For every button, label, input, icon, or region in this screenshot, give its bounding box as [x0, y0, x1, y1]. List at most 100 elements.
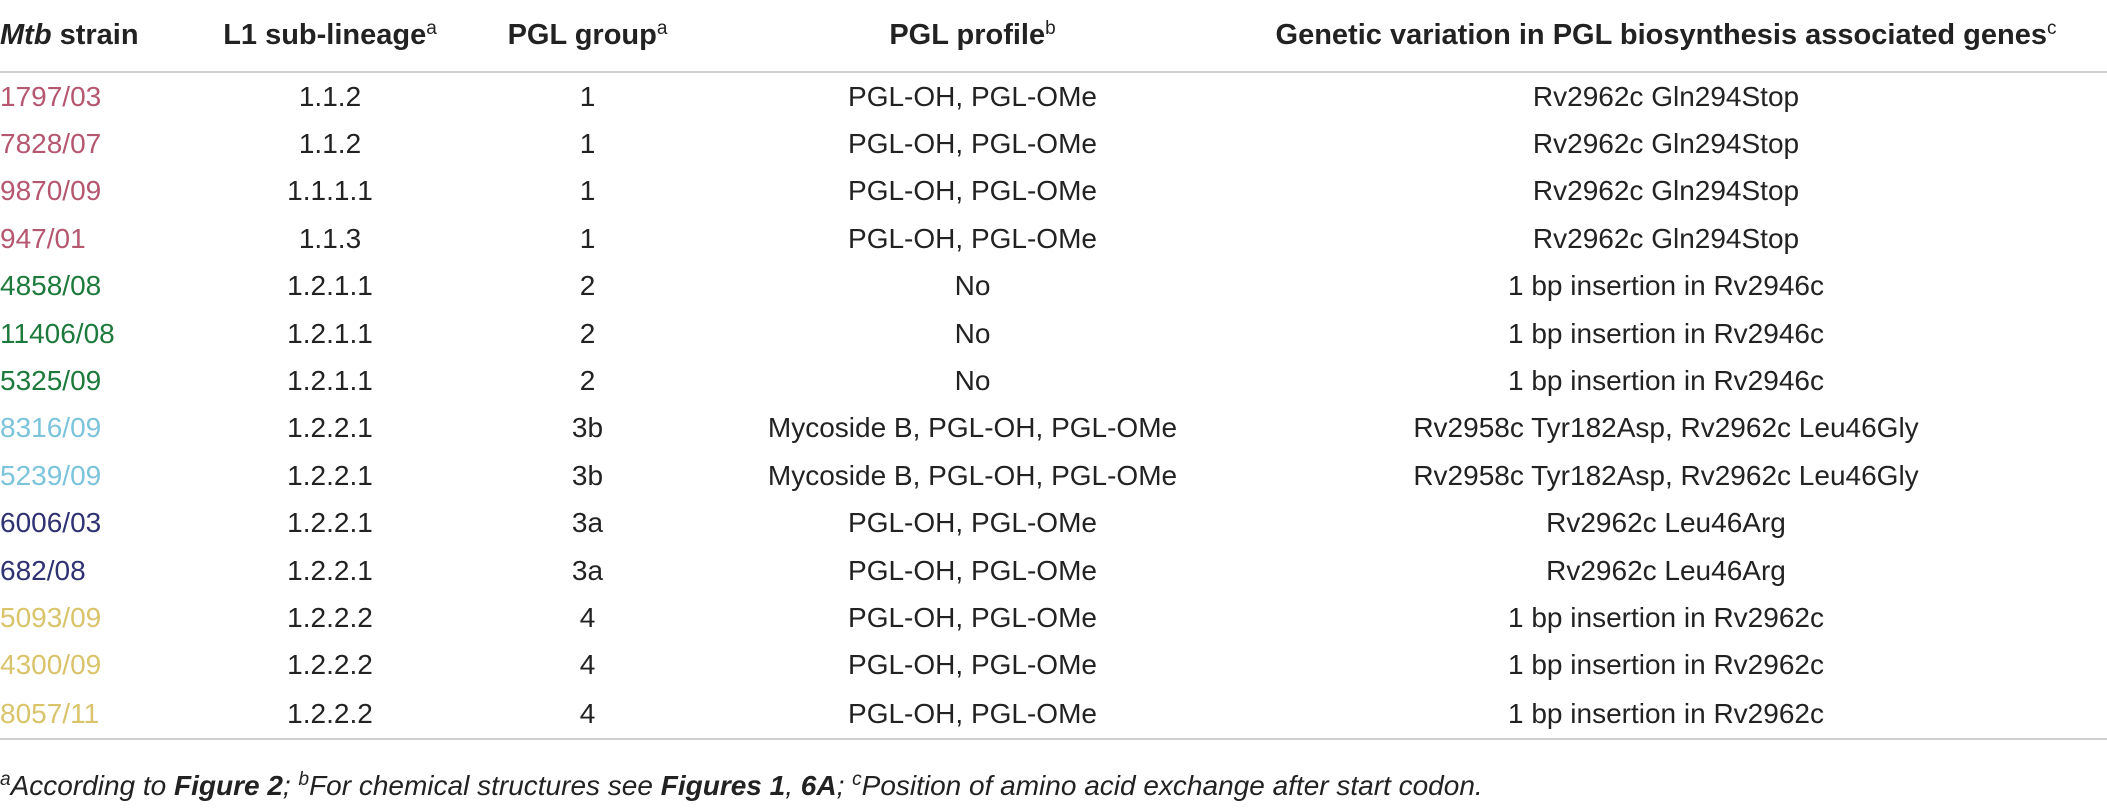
cell-genetic-variation: 1 bp insertion in Rv2946c [1508, 270, 1824, 302]
cell-pgl-profile: No [954, 365, 991, 397]
cell-pgl-group: 2 [579, 270, 596, 302]
cell-pgl-profile: No [954, 270, 991, 302]
cell-genetic-variation: Rv2958c Tyr182Asp, Rv2962c Leu46Gly [1413, 459, 1919, 491]
footnote-b-separator: , [785, 770, 801, 801]
table-row: 5093/09 1.2.2.2 4 PGL-OH, PGL-OMe 1 bp inser… [0, 594, 2107, 641]
table-row: 682/08 1.2.2.1 3a PGL-OH, PGL-OMe Rv2962c Le… [0, 547, 2107, 594]
cell-strain: 4300/09 [0, 649, 102, 681]
cell-pgl-group: 1 [579, 175, 596, 207]
cell-pgl-group: 3a [571, 507, 604, 539]
cell-pgl-profile: No [954, 317, 991, 349]
header-group-label: PGL group [507, 19, 657, 51]
header-l1-sublineage: L1 sub-lineagea [205, 0, 455, 73]
footnote-c-text: Position of amino acid exchange after st… [861, 770, 1483, 801]
cell-sublineage: 1.1.3 [298, 222, 362, 254]
table-row: 11406/08 1.2.1.1 2 No 1 bp insertion in Rv29… [0, 310, 2107, 357]
cell-pgl-profile: Mycoside B, PGL-OH, PGL-OMe [767, 412, 1178, 444]
cell-genetic-variation: 1 bp insertion in Rv2946c [1508, 317, 1824, 349]
cell-pgl-profile: Mycoside B, PGL-OH, PGL-OMe [767, 459, 1178, 491]
header-row: Mtb strain L1 sub-lineagea PGL groupa PG… [0, 0, 2107, 73]
table-row: 1797/03 1.1.2 1 PGL-OH, PGL-OMe Rv2962c Gln2… [0, 72, 2107, 120]
pgl-table-container: Mtb strain L1 sub-lineagea PGL groupa PG… [0, 0, 2107, 741]
cell-pgl-group: 4 [455, 689, 720, 741]
header-genetic-variation: Genetic variation in PGL biosynthesis as… [1225, 0, 2107, 73]
cell-pgl-profile: PGL-OH, PGL-OMe [848, 175, 1097, 207]
cell-pgl-profile: PGL-OH, PGL-OMe [848, 507, 1097, 539]
cell-genetic-variation: 1 bp insertion in Rv2962c [1508, 601, 1824, 633]
cell-pgl-profile: PGL-OH, PGL-OMe [720, 689, 1225, 741]
cell-pgl-group: 1 [579, 222, 596, 254]
cell-pgl-group: 1 [579, 80, 596, 112]
table-row: 5325/09 1.2.1.1 2 No 1 bp insertion in Rv294… [0, 357, 2107, 404]
table-row: 7828/07 1.1.2 1 PGL-OH, PGL-OMe Rv2962c Gln2… [0, 120, 2107, 167]
cell-pgl-profile: PGL-OH, PGL-OMe [848, 649, 1097, 681]
cell-genetic-variation: Rv2962c Leu46Arg [1546, 507, 1786, 539]
cell-strain: 5325/09 [0, 365, 102, 397]
cell-sublineage: 1.2.2.2 [205, 689, 455, 741]
footnote-b-figure-ref-2: 6A [800, 770, 837, 801]
footnote-b-mark: b [298, 769, 310, 790]
cell-pgl-group: 4 [579, 649, 596, 681]
footnote-b-text: For chemical structures see [309, 770, 661, 801]
cell-genetic-variation: Rv2962c Leu46Arg [1546, 554, 1786, 586]
cell-sublineage: 1.2.1.1 [287, 365, 373, 397]
table-footnote: aAccording to Figure 2; bFor chemical st… [0, 770, 1483, 802]
footnote-c-mark: c [852, 769, 862, 790]
cell-strain: 9870/09 [0, 175, 102, 207]
cell-genetic-variation: 1 bp insertion in Rv2962c [1508, 649, 1824, 681]
cell-genetic-variation: Rv2958c Tyr182Asp, Rv2962c Leu46Gly [1413, 412, 1919, 444]
cell-pgl-profile: PGL-OH, PGL-OMe [848, 554, 1097, 586]
footnote-a-mark: a [0, 769, 11, 790]
cell-genetic-variation: 1 bp insertion in Rv2946c [1508, 365, 1824, 397]
cell-sublineage: 1.2.1.1 [287, 317, 373, 349]
cell-sublineage: 1.1.2 [298, 80, 362, 112]
footnote-a-figure-ref: Figure 2 [174, 770, 283, 801]
header-profile-footnote-mark: b [1045, 18, 1056, 39]
cell-sublineage: 1.2.2.1 [287, 412, 373, 444]
header-pgl-group: PGL groupa [455, 0, 720, 73]
table-row: 4300/09 1.2.2.2 4 PGL-OH, PGL-OMe 1 bp inser… [0, 642, 2107, 689]
cell-sublineage: 1.2.2.1 [287, 507, 373, 539]
cell-strain: 8316/09 [0, 412, 102, 444]
table-body: 1797/03 1.1.2 1 PGL-OH, PGL-OMe Rv2962c Gln2… [0, 72, 2107, 741]
cell-strain: 4858/08 [0, 270, 102, 302]
footnote-b-figure-ref: Figures 1 [660, 770, 786, 801]
cell-pgl-group: 2 [579, 365, 596, 397]
footnote-separator: ; [282, 770, 299, 801]
cell-pgl-group: 1 [579, 128, 596, 160]
header-strain-label: strain [51, 19, 139, 51]
footnote-a-text: According to [10, 770, 174, 801]
cell-sublineage: 1.2.2.1 [287, 459, 373, 491]
table-row: 5239/09 1.2.2.1 3b Mycoside B, PGL-OH, PGL-… [0, 452, 2107, 499]
header-sublineage-label: L1 sub-lineage [223, 19, 427, 51]
cell-genetic-variation: Rv2962c Gln294Stop [1532, 128, 1800, 160]
cell-sublineage: 1.2.1.1 [287, 270, 373, 302]
cell-pgl-profile: PGL-OH, PGL-OMe [848, 128, 1097, 160]
cell-genetic-variation: 1 bp insertion in Rv2962c [1225, 689, 2107, 741]
cell-pgl-group: 3b [571, 412, 604, 444]
header-mtb-strain: Mtb strain [0, 0, 205, 73]
cell-sublineage: 1.1.2 [298, 128, 362, 160]
cell-strain: 5093/09 [0, 601, 102, 633]
cell-pgl-group: 3b [571, 459, 604, 491]
table-row: 4858/08 1.2.1.1 2 No 1 bp insertion in Rv294… [0, 263, 2107, 310]
table-row: 8057/11 1.2.2.2 4 PGL-OH, PGL-OMe 1 bp inser… [0, 689, 2107, 741]
cell-genetic-variation: Rv2962c Gln294Stop [1532, 222, 1800, 254]
cell-strain: 7828/07 [0, 128, 102, 160]
cell-sublineage: 1.1.1.1 [287, 175, 373, 207]
cell-strain: 1797/03 [0, 80, 102, 112]
cell-pgl-group: 3a [571, 554, 604, 586]
table-row: 6006/03 1.2.2.1 3a PGL-OH, PGL-OMe Rv2962c L… [0, 500, 2107, 547]
pgl-strain-table: Mtb strain L1 sub-lineagea PGL groupa PG… [0, 0, 2107, 741]
cell-sublineage: 1.2.2.2 [287, 601, 373, 633]
header-group-footnote-mark: a [656, 18, 668, 39]
header-mtb-italic: Mtb [0, 19, 52, 51]
header-pgl-profile: PGL profileb [720, 0, 1225, 73]
header-variation-footnote-mark: c [2046, 18, 2057, 39]
cell-genetic-variation: Rv2962c Gln294Stop [1532, 80, 1800, 112]
cell-strain: 6006/03 [0, 507, 102, 539]
cell-strain: 11406/08 [0, 317, 115, 349]
cell-pgl-profile: PGL-OH, PGL-OMe [848, 80, 1097, 112]
header-profile-label: PGL profile [889, 19, 1046, 51]
table-row: 8316/09 1.2.2.1 3b Mycoside B, PGL-OH, PGL-… [0, 405, 2107, 452]
